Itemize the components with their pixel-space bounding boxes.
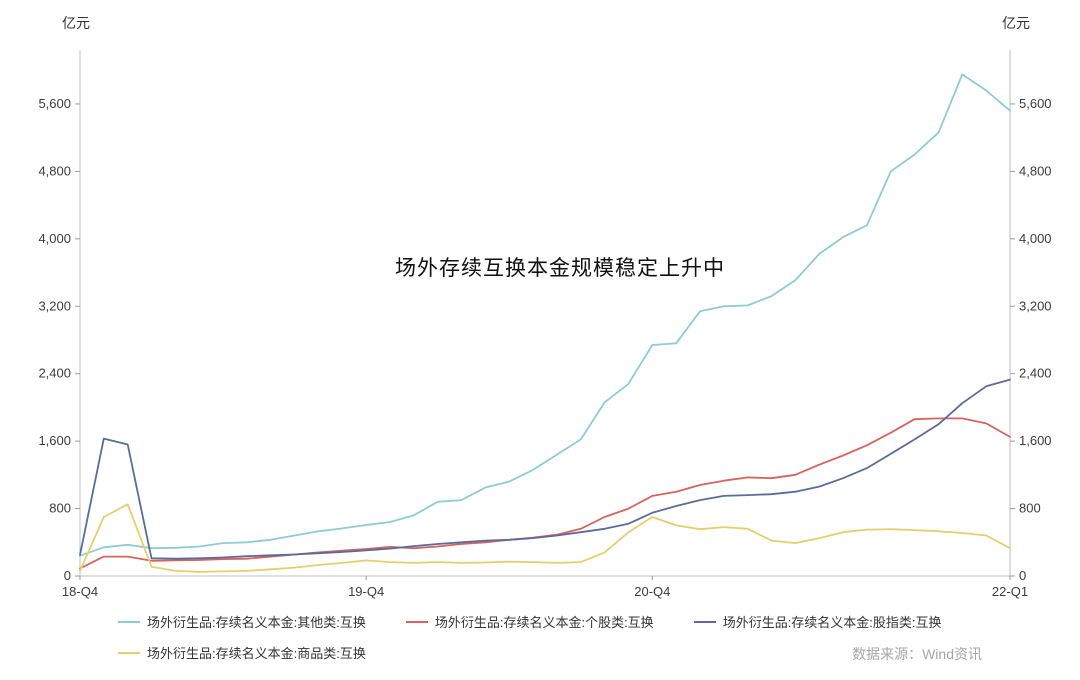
y-axis-unit-left: 亿元: [62, 15, 90, 31]
legend-label-single-stock: 场外衍生品:存续名义本金:个股类:互换: [434, 615, 654, 630]
x-tick-label: 20-Q4: [634, 584, 670, 599]
y-tick-label-left: 4,000: [38, 231, 71, 246]
y-tick-label-left: 800: [49, 501, 71, 516]
legend-label-commodity: 场外衍生品:存续名义本金:商品类:互换: [147, 646, 366, 661]
series-line-single-stock: [79, 417, 1011, 570]
chart-annotation-title: 场外存续互换本金规模稳定上升中: [395, 256, 725, 280]
y-tick-label-right: 1,600: [1019, 433, 1052, 448]
chart-legend: 场外衍生品:存续名义本金:其他类:互换 场外衍生品:存续名义本金:个股类:互换 …: [118, 612, 1018, 662]
y-tick-label-right: 2,400: [1019, 366, 1052, 381]
y-axis-unit-right: 亿元: [1002, 15, 1030, 31]
x-tick-label: 22-Q1: [992, 584, 1028, 599]
legend-item-single-stock: 场外衍生品:存续名义本金:个股类:互换: [405, 612, 654, 631]
legend-line-swatch-single-stock: [405, 620, 428, 623]
legend-line-swatch-stock-index: [693, 620, 716, 623]
y-tick-label-right: 0: [1019, 568, 1026, 583]
series-line-stock-index: [79, 378, 1011, 560]
y-tick-label-left: 1,600: [38, 433, 71, 448]
x-tick-label: 18-Q4: [62, 584, 98, 599]
y-tick-label-right: 4,000: [1019, 231, 1052, 246]
y-tick-label-right: 5,600: [1019, 96, 1052, 111]
y-tick-label-right: 800: [1019, 501, 1041, 516]
y-tick-label-left: 2,400: [38, 366, 71, 381]
legend-label-stock-index: 场外衍生品:存续名义本金:股指类:互换: [722, 615, 942, 630]
line-chart-canvas: 0 0 800 800 1,600 1,600 2,400 2,400 3,200 3,200 4,…: [38, 50, 1052, 599]
legend-item-other: 场外衍生品:存续名义本金:其他类:互换: [118, 612, 366, 631]
y-tick-label-right: 4,800: [1019, 163, 1052, 178]
legend-item-commodity: 场外衍生品:存续名义本金:商品类:互换: [118, 643, 366, 662]
y-tick-label-left: 3,200: [38, 298, 71, 313]
legend-item-stock-index: 场外衍生品:存续名义本金:股指类:互换: [693, 612, 942, 631]
x-tick-label: 19-Q4: [348, 584, 384, 599]
y-tick-label-left: 0: [64, 568, 71, 583]
y-tick-label-left: 4,800: [38, 163, 71, 178]
data-source-credit: 数据来源：Wind资讯: [852, 646, 982, 662]
series-line-commodity: [79, 503, 1011, 573]
series-line-other: [79, 73, 1011, 557]
legend-line-swatch-commodity: [118, 651, 140, 654]
legend-label-other: 场外衍生品:存续名义本金:其他类:互换: [147, 615, 366, 630]
y-tick-label-left: 5,600: [38, 96, 71, 111]
legend-line-swatch-other: [118, 620, 140, 623]
y-tick-label-right: 3,200: [1019, 298, 1052, 313]
